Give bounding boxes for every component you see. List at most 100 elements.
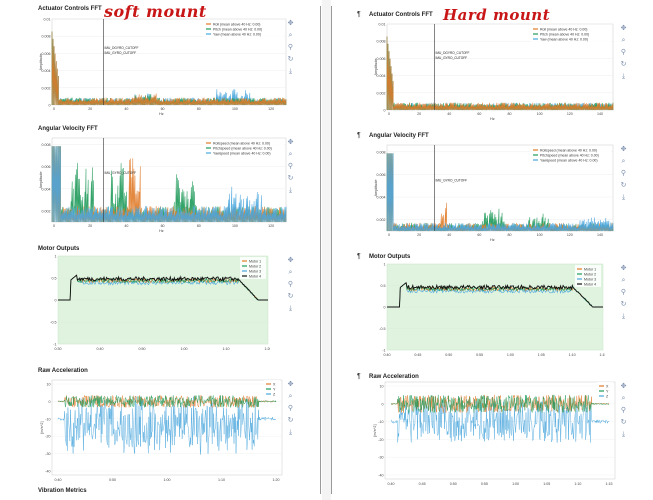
reset-icon[interactable]: ↻	[620, 301, 627, 308]
pan-icon[interactable]: ✥	[620, 25, 627, 32]
reset-icon[interactable]: ↻	[287, 293, 294, 300]
legend-entry: Motor 3	[584, 277, 596, 281]
wheel-zoom-icon[interactable]: ⚲	[620, 170, 627, 177]
save-icon[interactable]: ⤓	[621, 194, 626, 201]
pan-icon[interactable]: ✥	[287, 257, 294, 264]
series-y-trace	[57, 394, 277, 409]
y-tick-label: 10	[47, 383, 51, 387]
y-tick-label: 0.004	[42, 69, 51, 73]
legend-entry: Yaw (mean above 40 Hz: 0.00)	[540, 37, 588, 41]
series-yaw-trace	[51, 146, 287, 223]
y-tick-label: 0.008	[42, 143, 51, 147]
pan-icon[interactable]: ✥	[287, 381, 294, 388]
zoom-icon[interactable]: ⌕	[288, 393, 293, 400]
zoom-icon[interactable]: ⌕	[621, 37, 626, 44]
hard-mount-log-pane: ¶ Actuator Controls FFT 0.01 0.008 0.006 0.00…	[331, 0, 653, 500]
y-axis-label: [m/s^2]	[373, 424, 377, 436]
x-tick-label: 40	[447, 112, 451, 116]
save-icon[interactable]: ⤓	[621, 431, 626, 438]
series-z-trace	[57, 395, 277, 455]
save-icon[interactable]: ⤓	[288, 429, 293, 436]
motor-outputs-chart[interactable]: 1 0.5 0 -0.5 -1 0:40 0:45 0:50 0:55 1:00 1:05 1:10 1…	[377, 262, 605, 360]
y-tick-label: 0.5	[381, 284, 386, 288]
wheel-zoom-icon[interactable]: ⚲	[287, 281, 294, 288]
raw-acceleration-chart[interactable]: 10 0 -10 -20 -30 -40 0:40 0:45 0:50 0:55 1:00 1:05 1…	[371, 380, 617, 487]
save-icon[interactable]: ⤓	[621, 73, 626, 80]
actuator-fft-chart[interactable]: 0.01 0.008 0.006 0.004 0.002 0 0 20 40 60 80 100 120…	[373, 22, 615, 122]
x-tick-label: 60	[161, 107, 165, 111]
y-tick-label: 0	[49, 400, 51, 404]
x-tick-label: 0	[388, 112, 390, 116]
x-axis-label: Hz	[159, 229, 164, 233]
paragraph-mark: ¶	[357, 373, 361, 380]
wheel-zoom-icon[interactable]: ⚲	[620, 289, 627, 296]
zoom-icon[interactable]: ⌕	[621, 395, 626, 402]
y-tick-label: -10	[378, 420, 383, 424]
series-roll-trace	[386, 36, 614, 111]
x-tick-label: 0:55	[476, 353, 483, 357]
x-tick-label: 0	[53, 224, 55, 228]
reset-icon[interactable]: ↻	[620, 419, 627, 426]
wheel-zoom-icon[interactable]: ⚲	[287, 163, 294, 170]
legend: Roll (mean above 40 Hz: 0.00)Pitch (mean…	[531, 25, 611, 42]
raw-acceleration-title: Raw Acceleration	[38, 368, 88, 374]
zoom-icon[interactable]: ⌕	[288, 269, 293, 276]
motor-outputs-chart[interactable]: 1 0.5 0 -0.5 -10:30 0:40 0:50 1:00 1:10 1:20 Motor…	[48, 254, 270, 354]
x-tick-label: 0:40	[97, 347, 104, 351]
pan-icon[interactable]: ✥	[620, 265, 627, 272]
y-tick-label: 0.004	[42, 187, 51, 191]
pane-gutter	[322, 0, 331, 500]
cutoff-label: IMU_GYRO_CUTOFF	[104, 171, 136, 175]
legend: Rollspeed (mean above 40 Hz: 0.00)Pitchs…	[204, 139, 284, 156]
x-tick-label: 1:10	[218, 478, 225, 482]
y-tick-label: 0.006	[42, 165, 51, 169]
save-icon[interactable]: ⤓	[288, 68, 293, 75]
y-tick-label: -30	[45, 452, 50, 456]
reset-icon[interactable]: ↻	[287, 56, 294, 63]
paragraph-mark: ¶	[357, 132, 361, 139]
series-motor-2-trace	[387, 282, 603, 308]
wheel-zoom-icon[interactable]: ⚲	[620, 49, 627, 56]
actuator-fft-title: Actuator Controls FFT	[38, 6, 102, 12]
y-tick-label: 0.008	[42, 35, 51, 39]
wheel-zoom-icon[interactable]: ⚲	[287, 44, 294, 51]
chart-toolbar: ✥ ⌕ ⚲ ↻ ⤓	[619, 24, 628, 84]
pan-icon[interactable]: ✥	[620, 146, 627, 153]
x-tick-label: 120	[567, 233, 573, 237]
x-tick-label: 140	[597, 112, 603, 116]
wheel-zoom-icon[interactable]: ⚲	[287, 405, 294, 412]
x-axis-label: Hz	[159, 112, 164, 116]
angular-velocity-fft-chart[interactable]: 0.008 0.006 0.004 0.002 0 20 40 60 80 100 120 140 Hz…	[373, 143, 615, 243]
pan-icon[interactable]: ✥	[287, 139, 294, 146]
x-tick-label: 1:15	[600, 353, 606, 357]
pan-icon[interactable]: ✥	[620, 383, 627, 390]
legend-entry: Motor 2	[584, 272, 596, 276]
legend-entry: Rollspeed (mean above 40 Hz: 0.00)	[213, 141, 270, 145]
x-tick-label: 60	[477, 112, 481, 116]
actuator-fft-chart[interactable]: 0.01 0.008 0.006 0.004 0.002 0 0 20 40 60 80 100 120…	[38, 17, 288, 117]
reset-icon[interactable]: ↻	[620, 61, 627, 68]
x-tick-label: 100	[537, 233, 543, 237]
wheel-zoom-icon[interactable]: ⚲	[620, 407, 627, 414]
zoom-icon[interactable]: ⌕	[288, 32, 293, 39]
y-tick-label: 0.008	[377, 40, 386, 44]
pan-icon[interactable]: ✥	[287, 20, 294, 27]
reset-icon[interactable]: ↻	[287, 175, 294, 182]
legend-entry: Motor 2	[249, 264, 261, 268]
zoom-icon[interactable]: ⌕	[621, 277, 626, 284]
y-tick-label: 0.004	[377, 74, 386, 78]
save-icon[interactable]: ⤓	[288, 187, 293, 194]
angular-velocity-fft-chart[interactable]: 0.008 0.006 0.004 0.002 0 20 40 60 80 100 120 Hz Amp…	[38, 136, 288, 234]
save-icon[interactable]: ⤓	[621, 313, 626, 320]
reset-icon[interactable]: ↻	[287, 417, 294, 424]
y-tick-label: -0.5	[379, 327, 385, 331]
zoom-icon[interactable]: ⌕	[621, 158, 626, 165]
x-tick-label: 120	[268, 224, 274, 228]
y-tick-label: 0.002	[42, 209, 51, 213]
reset-icon[interactable]: ↻	[620, 182, 627, 189]
zoom-icon[interactable]: ⌕	[288, 151, 293, 158]
x-tick-label: 0:55	[481, 482, 488, 486]
raw-acceleration-chart[interactable]: 10 0 -10 -20 -30 -40 0:40 0:50 1:00 1:10 1:20 [m/s^…	[38, 378, 284, 483]
x-tick-label: 0:40	[55, 478, 62, 482]
save-icon[interactable]: ⤓	[288, 305, 293, 312]
